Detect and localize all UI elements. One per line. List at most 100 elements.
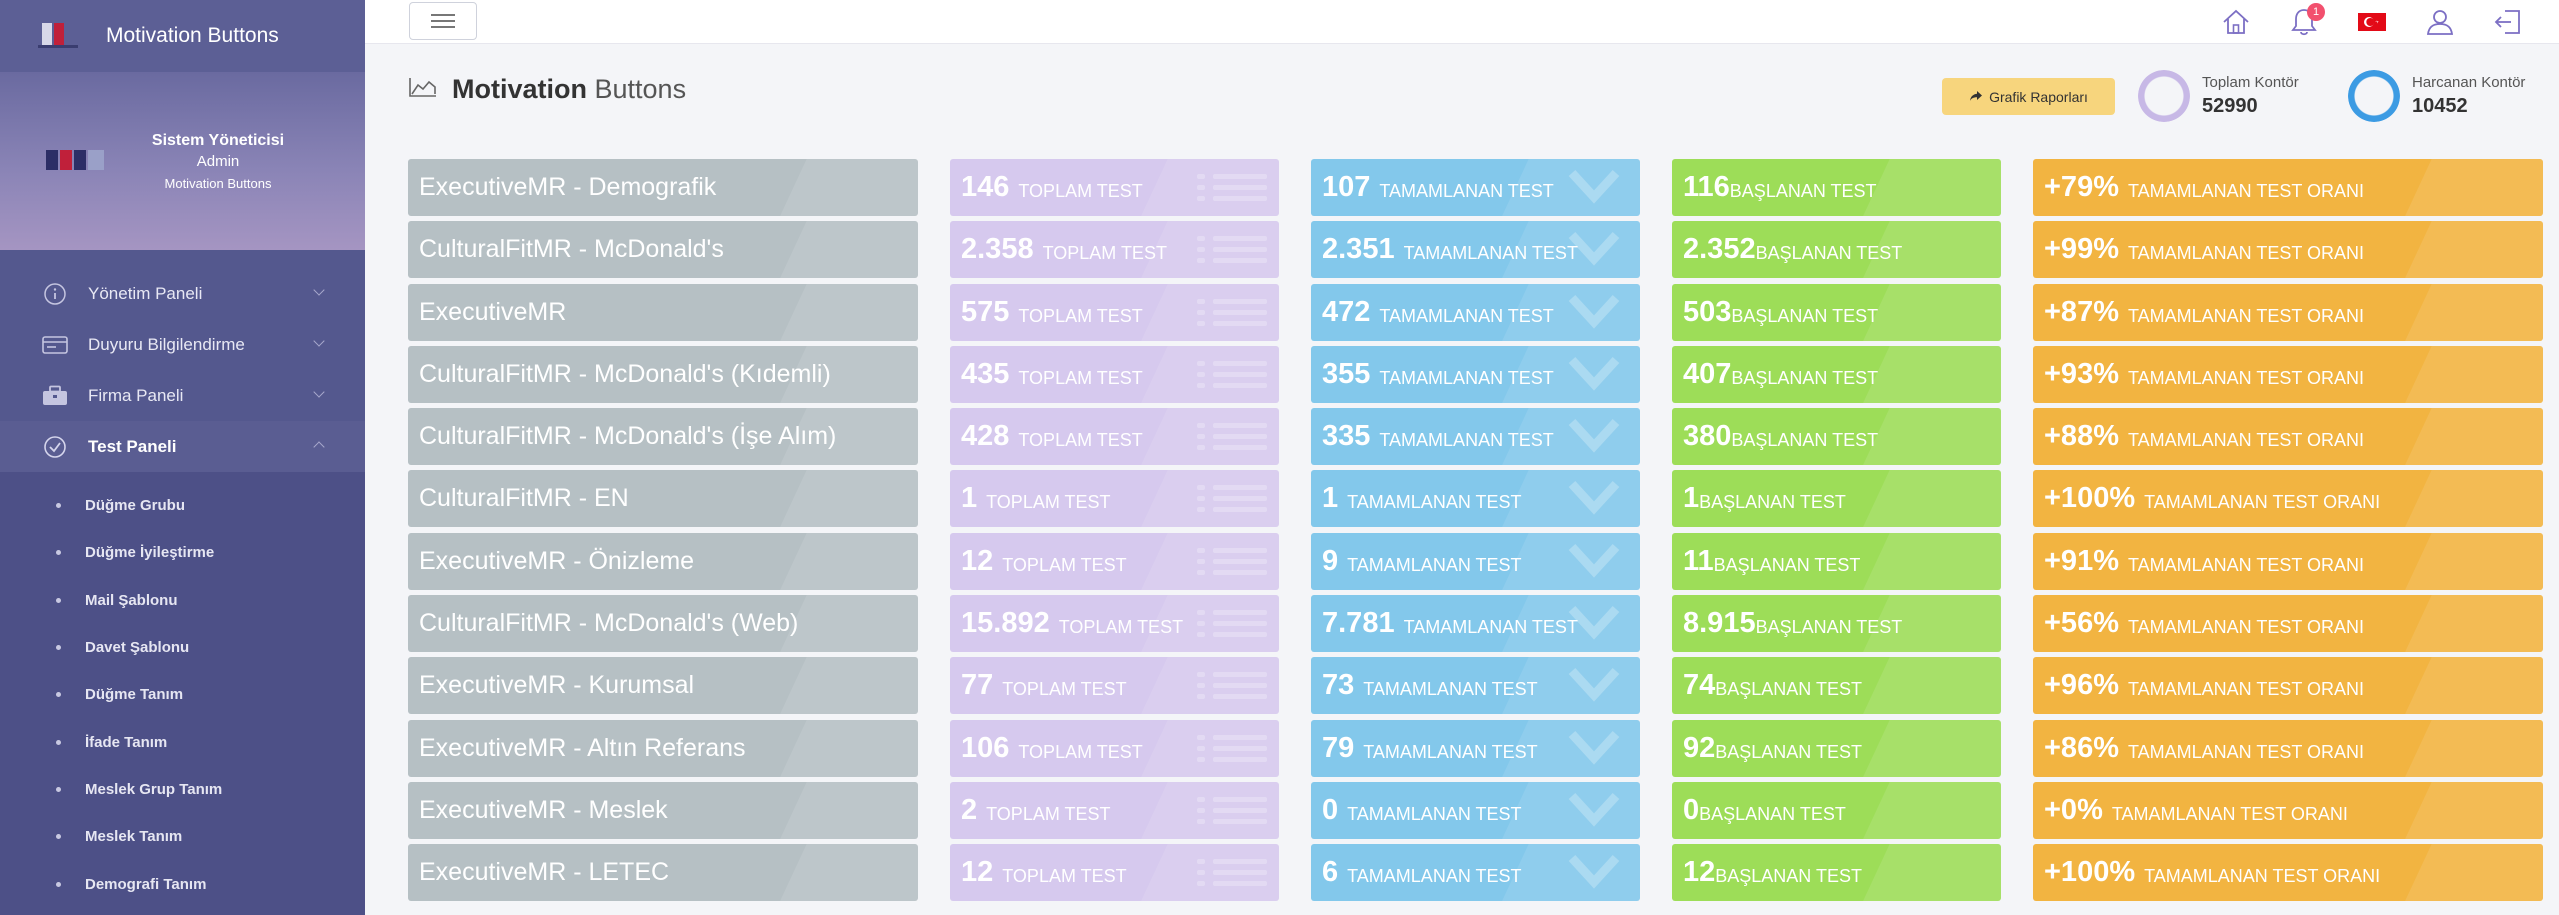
- completed-test-card: 9 TAMAMLANAN TEST: [1311, 532, 1640, 590]
- completion-rate-label: TAMAMLANAN TEST ORANI: [2127, 741, 2365, 762]
- test-name-card[interactable]: ExecutiveMR - Demografik: [408, 159, 918, 216]
- sidebar-item-duyuru-bilgilendirme[interactable]: Duyuru Bilgilendirme: [0, 319, 365, 370]
- test-name-card[interactable]: ExecutiveMR - Altın Referans: [408, 719, 918, 777]
- completed-test-card: 7.781 TAMAMLANAN TEST: [1311, 595, 1640, 653]
- completion-rate-card: +0% TAMAMLANAN TEST ORANI: [2033, 781, 2543, 839]
- completion-rate-card: +100% TAMAMLANAN TEST ORANI: [2033, 844, 2543, 902]
- total-test-card: 2 TOPLAM TEST: [950, 781, 1279, 839]
- test-name-card[interactable]: ExecutiveMR: [408, 283, 918, 341]
- user-profile-icon[interactable]: [2423, 5, 2457, 39]
- total-test-card: 106 TOPLAM TEST: [950, 719, 1279, 777]
- completion-rate-value: +79%: [2044, 171, 2119, 203]
- submenu-item-dugme-iyilestirme[interactable]: Düğme İyileştirme: [0, 529, 365, 576]
- completed-test-value: 7.781: [1322, 607, 1395, 640]
- sidebar-brand[interactable]: Motivation Buttons: [0, 0, 365, 72]
- test-name: CulturalFitMR - McDonald's (Kıdemli): [419, 359, 831, 388]
- total-test-card: 146 TOPLAM TEST: [950, 159, 1279, 216]
- started-test-label: BAŞLANAN TEST: [1715, 679, 1862, 700]
- submenu-item-meslek-grup-tanim[interactable]: Meslek Grup Tanım: [0, 766, 365, 813]
- card-icon: [42, 334, 68, 356]
- completed-test-card: 2.351 TAMAMLANAN TEST: [1311, 221, 1640, 279]
- menu-toggle-button[interactable]: [409, 2, 477, 40]
- completed-test-value: 9: [1322, 544, 1339, 577]
- test-name: ExecutiveMR - Kurumsal: [419, 671, 695, 700]
- completion-rate-value: +91%: [2044, 544, 2119, 577]
- started-test-label: BAŞLANAN TEST: [1755, 617, 1903, 638]
- total-test-card: 12 TOPLAM TEST: [950, 532, 1279, 590]
- submenu-item-demografi-tanim[interactable]: Demografi Tanım: [0, 860, 365, 907]
- total-test-value: 106: [961, 731, 1010, 764]
- test-name: CulturalFitMR - McDonald's (Web): [419, 609, 799, 638]
- started-test-label: BAŞLANAN TEST: [1713, 554, 1861, 575]
- bullet-icon: [56, 786, 61, 792]
- sidebar-item-label: Test Paneli: [88, 436, 177, 456]
- completed-test-value: 0: [1322, 793, 1339, 826]
- submenu-item-dugme-tanim[interactable]: Düğme Tanım: [0, 671, 365, 718]
- chevron-down-icon: [1568, 232, 1620, 266]
- check-circle-icon: [42, 435, 68, 458]
- list-icon: [1197, 544, 1267, 578]
- test-name-card[interactable]: ExecutiveMR - Kurumsal: [408, 657, 918, 715]
- graph-reports-button[interactable]: Grafik Raporları: [1942, 78, 2115, 115]
- test-name: CulturalFitMR - EN: [419, 484, 629, 513]
- completion-rate-card: +87% TAMAMLANAN TEST ORANI: [2033, 283, 2543, 341]
- total-test-value: 428: [961, 420, 1010, 453]
- submenu-item-ifade-tanim[interactable]: İfade Tanım: [0, 718, 365, 765]
- total-credit-value: 52990: [2202, 95, 2258, 117]
- started-test-card: 8.915 BAŞLANAN TEST: [1672, 595, 2001, 653]
- turkey-flag-icon[interactable]: [2355, 5, 2389, 39]
- bullet-icon: [56, 550, 61, 556]
- completed-test-value: 1: [1322, 482, 1339, 515]
- logout-icon[interactable]: [2491, 5, 2525, 39]
- chevron-down-icon: [313, 386, 325, 398]
- started-test-label: BAŞLANAN TEST: [1731, 305, 1879, 326]
- test-name-card[interactable]: ExecutiveMR - Meslek: [408, 781, 918, 839]
- chevron-down-icon: [1568, 730, 1620, 765]
- chevron-down-icon: [1568, 792, 1620, 827]
- submenu-item-davet-sablonu[interactable]: Davet Şablonu: [0, 624, 365, 671]
- graph-reports-label: Grafik Raporları: [1989, 88, 2088, 105]
- test-name-card[interactable]: ExecutiveMR - LETEC: [408, 844, 918, 902]
- list-icon: [1197, 357, 1267, 391]
- completed-test-label: TAMAMLANAN TEST: [1379, 430, 1554, 451]
- total-test-label: TOPLAM TEST: [986, 803, 1111, 824]
- total-credit-ring: [2138, 70, 2190, 122]
- completed-test-label: TAMAMLANAN TEST: [1403, 243, 1578, 264]
- started-test-value: 1: [1683, 482, 1700, 515]
- started-test-label: BAŞLANAN TEST: [1699, 492, 1846, 513]
- sidebar-item-label: Firma Paneli: [88, 385, 184, 405]
- submenu-item-dugme-grubu[interactable]: Düğme Grubu: [0, 482, 365, 529]
- submenu-item-mail-sablonu[interactable]: Mail Şablonu: [0, 577, 365, 624]
- sidebar-menu: Yönetim Paneli Duyuru Bilgilendirme Firm…: [0, 250, 365, 915]
- submenu-label: Meslek Tanım: [85, 828, 183, 846]
- test-name-card[interactable]: CulturalFitMR - EN: [408, 470, 918, 528]
- submenu-item-meslek-tanim[interactable]: Meslek Tanım: [0, 813, 365, 860]
- completion-rate-value: +93%: [2044, 357, 2119, 390]
- started-test-card: 12 BAŞLANAN TEST: [1672, 844, 2001, 902]
- sidebar-item-firma-paneli[interactable]: Firma Paneli: [0, 370, 365, 421]
- sidebar-item-yonetim-paneli[interactable]: Yönetim Paneli: [0, 268, 365, 319]
- test-name-card[interactable]: CulturalFitMR - McDonald's (İşe Alım): [408, 408, 918, 466]
- test-name-card[interactable]: CulturalFitMR - McDonald's: [408, 221, 918, 279]
- test-name-card[interactable]: ExecutiveMR - Önizleme: [408, 532, 918, 590]
- completed-test-label: TAMAMLANAN TEST: [1379, 367, 1554, 388]
- sidebar-item-test-paneli[interactable]: Test Paneli: [0, 421, 365, 472]
- total-test-card: 428 TOPLAM TEST: [950, 408, 1279, 466]
- completed-test-label: TAMAMLANAN TEST: [1379, 181, 1554, 201]
- completion-rate-label: TAMAMLANAN TEST ORANI: [2111, 803, 2348, 824]
- completion-rate-label: TAMAMLANAN TEST ORANI: [2127, 617, 2365, 638]
- user-name: Sistem Yöneticisi: [151, 131, 285, 149]
- test-name-card[interactable]: CulturalFitMR - McDonald's (Kıdemli): [408, 345, 918, 403]
- notification-bell-icon[interactable]: 1: [2287, 3, 2325, 39]
- bullet-icon: [56, 503, 61, 509]
- test-name-card[interactable]: CulturalFitMR - McDonald's (Web): [408, 595, 918, 653]
- spent-credit-value: 10452: [2412, 95, 2468, 117]
- home-icon[interactable]: [2219, 5, 2253, 39]
- total-test-value: 15.892: [961, 607, 1050, 640]
- completed-test-card: 6 TAMAMLANAN TEST: [1311, 844, 1640, 902]
- spent-credit-counter: Harcanan Kontör 10452: [2348, 70, 2525, 122]
- started-test-value: 74: [1683, 669, 1716, 702]
- completion-rate-label: TAMAMLANAN TEST ORANI: [2127, 305, 2365, 326]
- completed-test-value: 6: [1322, 856, 1339, 889]
- total-test-card: 12 TOPLAM TEST: [950, 844, 1279, 902]
